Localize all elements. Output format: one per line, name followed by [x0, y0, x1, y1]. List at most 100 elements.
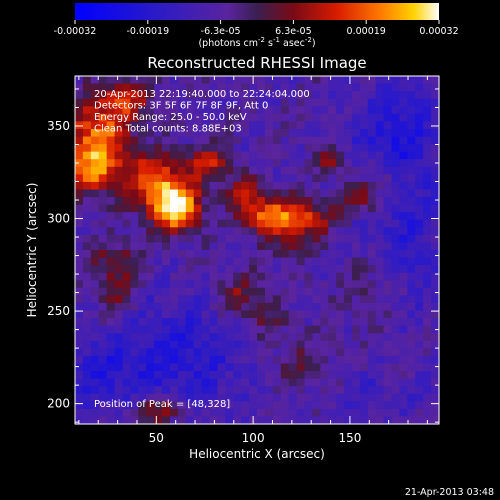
heatmap-cell	[217, 121, 226, 130]
heatmap-cell	[280, 363, 290, 372]
heatmap-cell	[264, 212, 274, 221]
heatmap-cell	[169, 234, 179, 244]
heatmap-cell	[130, 280, 139, 289]
heatmap-cell	[375, 174, 385, 183]
heatmap-cell	[320, 250, 329, 259]
heatmap-cell	[130, 189, 139, 198]
heatmap-cell	[431, 393, 440, 402]
heatmap-cell	[249, 401, 258, 410]
heatmap-cell	[209, 325, 219, 334]
heatmap-cell	[423, 113, 432, 122]
heatmap-cell	[415, 333, 424, 342]
heatmap-cell	[114, 151, 124, 160]
heatmap-cell	[241, 166, 250, 175]
heatmap-cell	[320, 159, 329, 168]
heatmap-cell	[154, 378, 163, 387]
heatmap-cell	[296, 333, 306, 342]
heatmap-cell	[90, 325, 100, 334]
heatmap-cell	[304, 401, 313, 410]
heatmap-cell	[201, 408, 211, 418]
heatmap-cell	[351, 227, 361, 236]
heatmap-cell	[225, 363, 234, 372]
heatmap-cell	[106, 219, 116, 228]
heatmap-cell	[264, 386, 274, 395]
heatmap-cell	[130, 136, 139, 145]
heatmap-cell	[304, 416, 313, 425]
heatmap-cell	[90, 159, 100, 168]
heatmap-cell	[351, 212, 361, 221]
heatmap-cell	[122, 159, 131, 168]
heatmap-cell	[233, 181, 242, 191]
heatmap-cell	[162, 295, 171, 304]
heatmap-cell	[431, 280, 440, 289]
heatmap-cell	[82, 121, 92, 130]
heatmap-cell	[249, 227, 258, 236]
heatmap-cell	[296, 371, 306, 380]
heatmap-cell	[399, 212, 408, 221]
heatmap-cell	[328, 348, 337, 357]
heatmap-cell	[359, 128, 369, 138]
heatmap-cell	[272, 121, 282, 130]
heatmap-cell	[241, 265, 250, 274]
heatmap-cell	[114, 310, 124, 319]
x-tick-label: 150	[338, 431, 361, 445]
heatmap-cell	[336, 408, 345, 418]
heatmap-cell	[114, 416, 124, 425]
heatmap-cell	[162, 265, 171, 274]
heatmap-cell	[328, 280, 337, 289]
heatmap-cell	[280, 113, 290, 122]
heatmap-cell	[336, 287, 345, 296]
heatmap-cell	[98, 234, 108, 244]
heatmap-cell	[391, 151, 401, 160]
heatmap-cell	[146, 227, 155, 236]
colorbar-unit-label: (photons cm-2 s-1 asec-2)	[198, 36, 315, 49]
heatmap-cell	[304, 325, 313, 334]
heatmap-cell	[288, 250, 298, 259]
colorbar-tick-label: 0.00032	[419, 26, 458, 37]
heatmap-cell	[383, 295, 393, 304]
heatmap-cell	[201, 257, 211, 266]
heatmap-cell	[257, 197, 266, 206]
heatmap-cell	[288, 197, 298, 206]
heatmap-cell	[351, 151, 361, 160]
heatmap-cell	[264, 287, 274, 296]
heatmap-cell	[201, 250, 211, 259]
heatmap-cell	[193, 363, 203, 372]
heatmap-cell	[106, 393, 116, 402]
heatmap-cell	[288, 378, 298, 387]
heatmap-cell	[209, 393, 219, 402]
heatmap-cell	[241, 378, 250, 387]
heatmap-cell	[233, 242, 242, 251]
heatmap-cell	[328, 227, 337, 236]
heatmap-cell	[98, 333, 108, 342]
heatmap-cell	[193, 144, 203, 153]
heatmap-cell	[209, 242, 219, 251]
heatmap-cell	[146, 91, 155, 100]
heatmap-cell	[162, 234, 171, 244]
heatmap-cell	[82, 83, 92, 92]
heatmap-cell	[312, 386, 321, 395]
heatmap-cell	[122, 302, 131, 312]
heatmap-cell	[431, 227, 440, 236]
heatmap-cell	[407, 401, 416, 410]
heatmap-cell	[336, 91, 345, 100]
heatmap-cell	[169, 333, 179, 342]
heatmap-cell	[193, 265, 203, 274]
heatmap-cell	[391, 76, 401, 85]
heatmap-cell	[399, 181, 408, 191]
heatmap-cell	[367, 144, 377, 153]
heatmap-cell	[138, 333, 147, 342]
heatmap-cell	[320, 242, 329, 251]
heatmap-cell	[415, 393, 424, 402]
heatmap-cell	[336, 174, 345, 183]
heatmap-cell	[201, 219, 211, 228]
heatmap-cell	[264, 325, 274, 334]
heatmap-cell	[280, 393, 290, 402]
heatmap-cell	[288, 113, 298, 122]
heatmap-cell	[272, 136, 282, 145]
heatmap-cell	[320, 181, 329, 191]
heatmap-cell	[367, 348, 377, 357]
heatmap-cell	[90, 219, 100, 228]
heatmap-cell	[217, 416, 226, 425]
heatmap-cell	[177, 144, 187, 153]
